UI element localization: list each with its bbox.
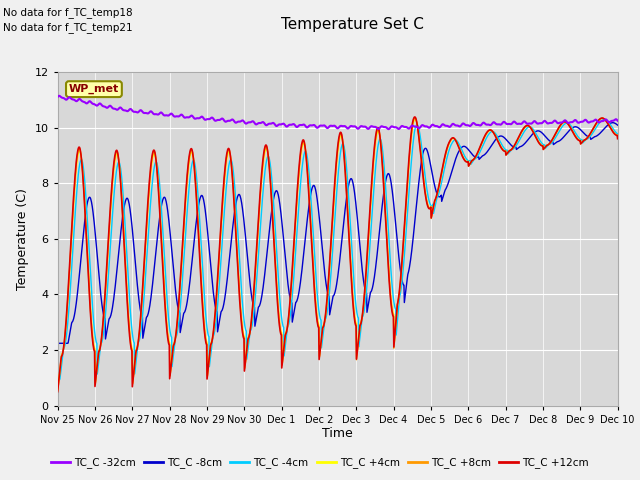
Legend: TC_C -32cm, TC_C -8cm, TC_C -4cm, TC_C +4cm, TC_C +8cm, TC_C +12cm: TC_C -32cm, TC_C -8cm, TC_C -4cm, TC_C +… — [47, 453, 593, 472]
Text: No data for f_TC_temp21: No data for f_TC_temp21 — [3, 22, 133, 33]
Text: No data for f_TC_temp18: No data for f_TC_temp18 — [3, 7, 133, 18]
Text: Temperature Set C: Temperature Set C — [280, 17, 424, 32]
X-axis label: Time: Time — [322, 427, 353, 441]
Y-axis label: Temperature (C): Temperature (C) — [16, 188, 29, 290]
Text: WP_met: WP_met — [69, 84, 119, 94]
